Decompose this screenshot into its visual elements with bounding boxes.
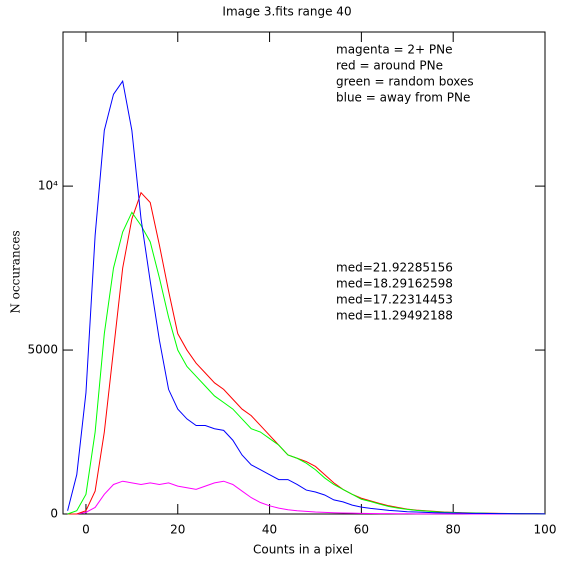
series-line [67,480,545,515]
chart-title: Image 3.fits range 40 [222,5,351,19]
y-axis-label: N occurances [9,230,23,313]
x-tick-label: 60 [354,523,369,537]
legend-entry: green = random boxes [336,75,474,89]
annotation: med=11.29492188 [336,309,453,323]
legend-entry: magenta = 2+ PNe [336,43,453,57]
x-tick-label: 0 [82,523,90,537]
x-tick-label: 40 [262,523,277,537]
series-line [67,79,546,515]
y-tick-label: 0 [50,507,58,521]
annotation: med=17.22314453 [336,293,453,307]
x-tick-label: 20 [170,523,185,537]
legend-entry: red = around PNe [336,59,443,73]
x-axis-label: Counts in a pixel [253,543,353,557]
x-tick-label: 100 [534,523,557,537]
legend-entry: blue = away from PNe [336,91,470,105]
y-tick-label: 5000 [27,343,58,357]
plot-frame [62,31,546,515]
x-tick-label: 80 [446,523,461,537]
annotation: med=21.92285156 [336,261,453,275]
y-tick-label: 10⁴ [38,179,58,193]
annotation: med=18.29162598 [336,277,453,291]
